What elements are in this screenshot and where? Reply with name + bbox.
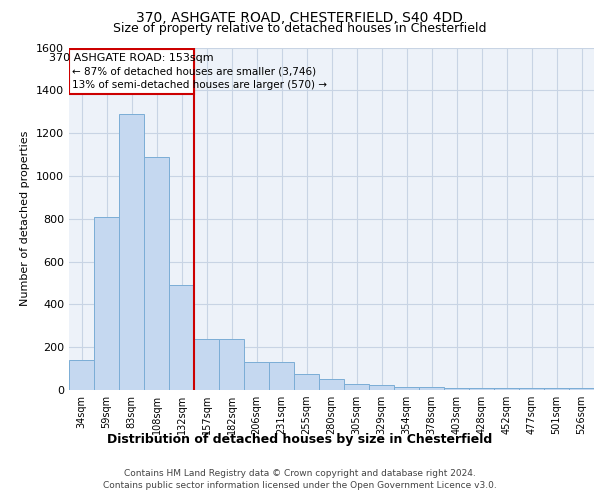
Text: Size of property relative to detached houses in Chesterfield: Size of property relative to detached ho…: [113, 22, 487, 35]
Bar: [269, 362, 294, 390]
Bar: [469, 388, 494, 390]
Bar: [294, 374, 319, 390]
Text: 370 ASHGATE ROAD: 153sqm: 370 ASHGATE ROAD: 153sqm: [49, 52, 214, 62]
Bar: [194, 338, 219, 390]
Bar: [369, 386, 394, 390]
Bar: [344, 384, 369, 390]
Bar: [319, 380, 344, 390]
FancyBboxPatch shape: [69, 48, 194, 94]
Bar: [119, 114, 144, 390]
Text: Distribution of detached houses by size in Chesterfield: Distribution of detached houses by size …: [107, 432, 493, 446]
Text: ← 87% of detached houses are smaller (3,746): ← 87% of detached houses are smaller (3,…: [71, 66, 316, 76]
Bar: [69, 360, 94, 390]
Bar: [444, 388, 469, 390]
Bar: [569, 388, 594, 390]
Bar: [169, 285, 194, 390]
Bar: [94, 216, 119, 390]
Bar: [419, 387, 444, 390]
Bar: [519, 388, 544, 390]
Bar: [544, 388, 569, 390]
Text: 13% of semi-detached houses are larger (570) →: 13% of semi-detached houses are larger (…: [71, 80, 326, 90]
Bar: [394, 387, 419, 390]
Bar: [219, 338, 244, 390]
Y-axis label: Number of detached properties: Number of detached properties: [20, 131, 31, 306]
Bar: [494, 388, 519, 390]
Bar: [244, 362, 269, 390]
Text: 370, ASHGATE ROAD, CHESTERFIELD, S40 4DD: 370, ASHGATE ROAD, CHESTERFIELD, S40 4DD: [137, 11, 464, 25]
Text: Contains HM Land Registry data © Crown copyright and database right 2024.: Contains HM Land Registry data © Crown c…: [124, 469, 476, 478]
Text: Contains public sector information licensed under the Open Government Licence v3: Contains public sector information licen…: [103, 481, 497, 490]
Bar: [144, 156, 169, 390]
